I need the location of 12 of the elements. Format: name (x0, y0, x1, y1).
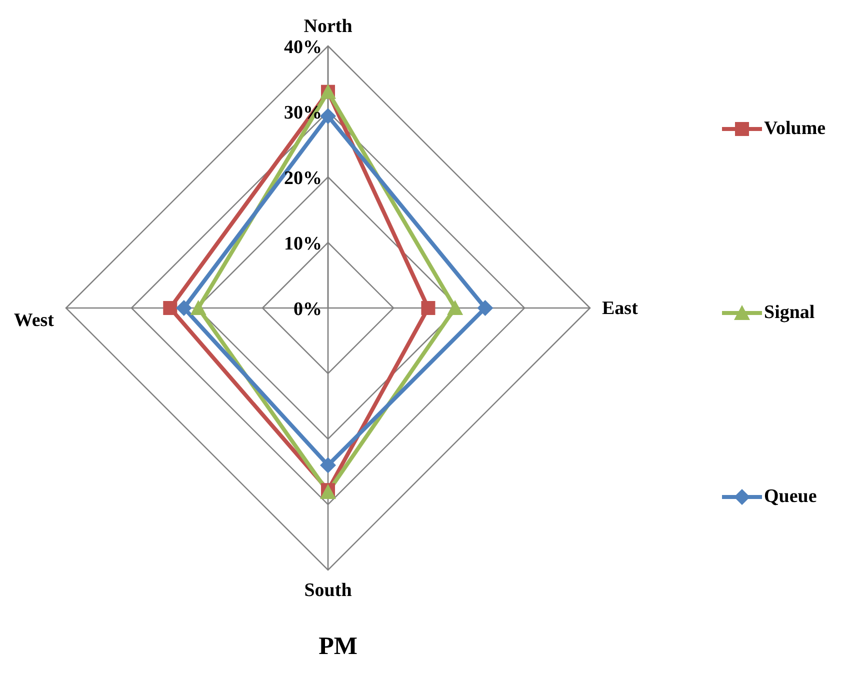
legend-label: Queue (764, 486, 817, 508)
y-tick-label: 10% (284, 234, 322, 254)
spoke-label: East (602, 298, 639, 319)
y-tick-label: 40% (284, 37, 322, 58)
spoke-label: West (14, 310, 55, 331)
y-tick-label: 0% (294, 299, 322, 320)
text: PM (318, 633, 358, 661)
y-tick-label: 20% (284, 168, 322, 189)
spoke-label: North (304, 16, 353, 37)
legend-label: Signal (764, 302, 815, 324)
legend-label: Volume (764, 118, 826, 140)
spoke-label: South (304, 580, 352, 601)
